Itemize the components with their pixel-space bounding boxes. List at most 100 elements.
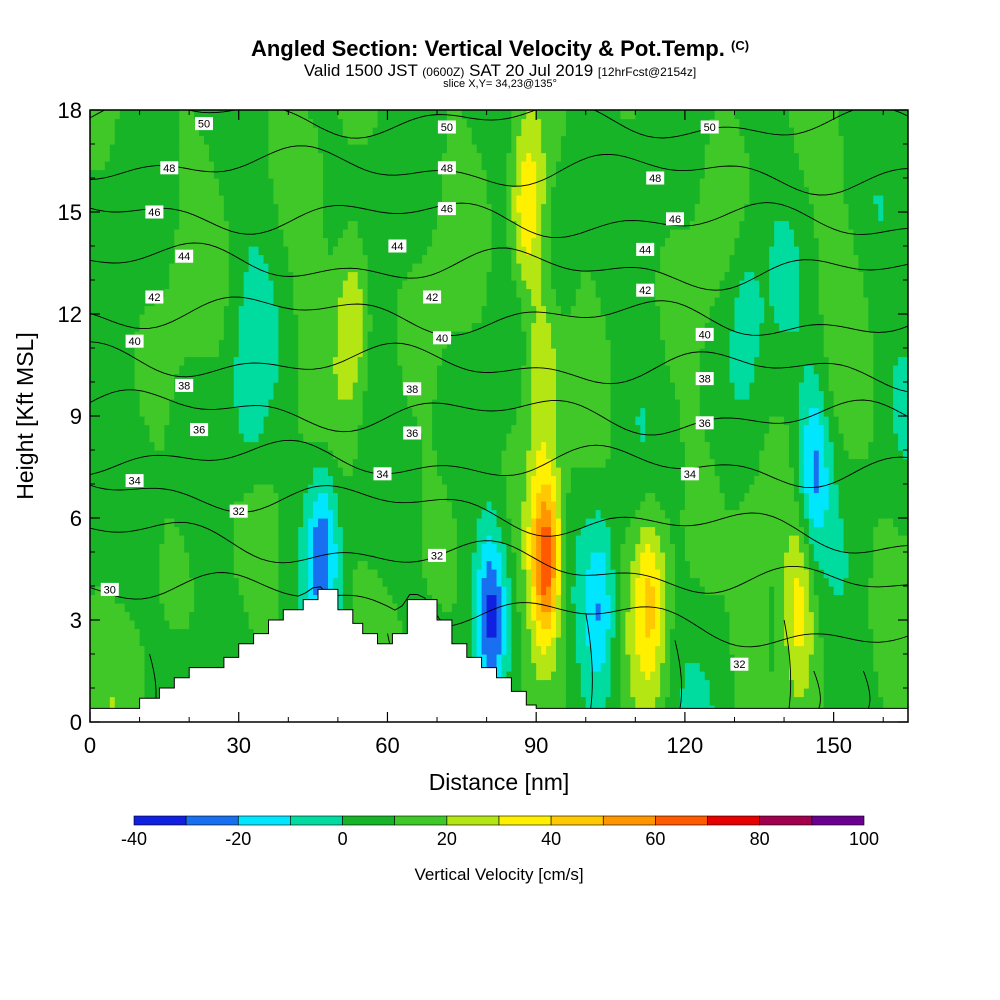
velocity-cell <box>308 212 314 222</box>
velocity-cell <box>184 186 190 196</box>
velocity-cell <box>407 467 413 477</box>
velocity-cell <box>213 407 220 417</box>
velocity-cell <box>342 569 349 579</box>
velocity-cell <box>154 220 161 230</box>
velocity-cell <box>417 560 423 570</box>
velocity-cell <box>342 246 349 256</box>
velocity-cell <box>208 212 215 222</box>
velocity-cell <box>194 441 200 451</box>
velocity-cell <box>323 195 329 205</box>
velocity-cell <box>427 509 433 519</box>
velocity-cell <box>382 220 389 230</box>
velocity-cell <box>382 297 389 307</box>
velocity-cell <box>273 535 279 545</box>
velocity-cell <box>233 611 240 621</box>
velocity-cell <box>218 212 225 222</box>
velocity-cell <box>253 458 260 468</box>
velocity-cell <box>362 586 369 596</box>
velocity-cell <box>90 552 96 562</box>
velocity-cell <box>94 450 101 460</box>
velocity-cell <box>278 577 284 587</box>
velocity-cell <box>318 169 324 179</box>
velocity-cell <box>372 305 379 315</box>
velocity-cell <box>377 492 384 502</box>
velocity-cell <box>337 271 344 281</box>
velocity-cell <box>238 220 245 230</box>
velocity-cell <box>417 135 423 145</box>
velocity-cell <box>362 407 369 417</box>
velocity-cell <box>199 569 205 579</box>
velocity-cell <box>213 603 220 613</box>
velocity-cell <box>407 450 413 460</box>
velocity-cell <box>298 424 304 434</box>
velocity-cell <box>233 152 240 162</box>
velocity-cell <box>248 161 255 171</box>
velocity-cell <box>94 467 101 477</box>
velocity-cell <box>223 645 230 655</box>
velocity-cell <box>248 254 255 264</box>
velocity-cell <box>248 399 255 409</box>
velocity-cell <box>352 433 359 443</box>
velocity-cell <box>382 203 389 213</box>
velocity-cell <box>382 543 389 553</box>
velocity-cell <box>94 586 101 596</box>
velocity-cell <box>174 280 180 290</box>
velocity-cell <box>124 254 131 264</box>
velocity-cell <box>218 382 225 392</box>
velocity-cell <box>90 696 96 706</box>
velocity-cell <box>99 637 106 647</box>
velocity-cell <box>154 611 161 621</box>
velocity-cell <box>392 305 398 315</box>
velocity-cell <box>288 212 294 222</box>
velocity-cell <box>323 212 329 222</box>
velocity-cell <box>129 467 136 477</box>
velocity-cell <box>199 237 205 247</box>
velocity-cell <box>114 645 121 655</box>
velocity-cell <box>402 348 408 358</box>
velocity-cell <box>124 662 131 672</box>
velocity-cell <box>347 271 354 281</box>
velocity-cell <box>238 161 245 171</box>
velocity-cell <box>372 339 379 349</box>
velocity-cell <box>119 679 126 689</box>
velocity-cell <box>258 110 265 120</box>
velocity-cell <box>119 484 126 494</box>
velocity-cell <box>248 577 255 587</box>
velocity-cell <box>407 399 413 409</box>
velocity-cell <box>308 552 314 562</box>
velocity-cell <box>253 356 260 366</box>
velocity-cell <box>90 586 96 596</box>
velocity-cell <box>159 458 165 468</box>
velocity-cell <box>248 118 255 128</box>
velocity-cell <box>129 611 136 621</box>
velocity-cell <box>268 322 275 332</box>
velocity-cell <box>357 543 364 553</box>
velocity-cell <box>124 603 131 613</box>
velocity-cell <box>337 195 344 205</box>
velocity-cell <box>124 526 131 536</box>
velocity-cell <box>293 594 299 604</box>
velocity-cell <box>194 399 200 409</box>
velocity-cell <box>288 118 294 128</box>
velocity-cell <box>248 509 255 519</box>
velocity-cell <box>387 526 394 536</box>
velocity-cell <box>382 161 389 171</box>
velocity-cell <box>288 594 294 604</box>
velocity-cell <box>179 314 185 324</box>
velocity-cell <box>134 467 141 477</box>
velocity-cell <box>159 628 165 638</box>
velocity-cell <box>194 280 200 290</box>
velocity-cell <box>293 178 299 188</box>
velocity-cell <box>273 424 279 434</box>
velocity-cell <box>427 390 433 400</box>
velocity-cell <box>208 407 215 417</box>
velocity-cell <box>169 569 175 579</box>
velocity-cell <box>308 271 314 281</box>
velocity-cell <box>293 195 299 205</box>
velocity-cell <box>129 127 136 137</box>
velocity-cell <box>417 552 423 562</box>
velocity-cell <box>169 280 175 290</box>
velocity-cell <box>283 424 289 434</box>
velocity-cell <box>313 127 319 137</box>
velocity-cell <box>90 229 96 239</box>
